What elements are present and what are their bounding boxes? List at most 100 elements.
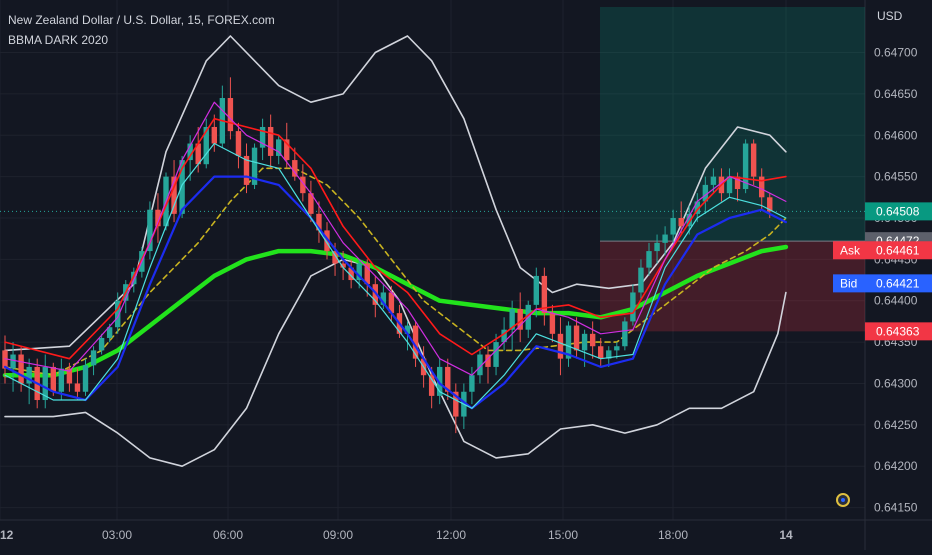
candle-body[interactable] xyxy=(662,234,668,243)
candle-body[interactable] xyxy=(58,368,65,392)
candle-body[interactable] xyxy=(147,209,153,252)
candle-body[interactable] xyxy=(364,263,370,285)
candle-body[interactable] xyxy=(106,327,113,338)
candle-body[interactable] xyxy=(509,309,515,330)
candle-body[interactable] xyxy=(493,342,499,367)
candle-body[interactable] xyxy=(759,176,765,198)
candle-body[interactable] xyxy=(726,176,733,194)
candle-body[interactable] xyxy=(332,251,338,264)
candle-body[interactable] xyxy=(710,176,717,185)
price-tag-ask[interactable]: Ask 0.64461 xyxy=(833,241,932,260)
candle-body[interactable] xyxy=(187,143,193,161)
indicator-name[interactable]: BBMA DARK 2020 xyxy=(8,33,109,47)
candle-body[interactable] xyxy=(235,131,242,156)
candle-body[interactable] xyxy=(50,366,56,392)
candle-body[interactable] xyxy=(501,329,507,343)
candle-body[interactable] xyxy=(131,271,137,285)
series-line-ma_yellow[interactable] xyxy=(4,167,787,376)
candle-body[interactable] xyxy=(276,139,282,156)
series-line-ma_blue[interactable] xyxy=(3,175,787,410)
candle-body[interactable] xyxy=(670,217,676,235)
price-tag-last[interactable]: 0.64508 xyxy=(865,202,932,221)
candle-body[interactable] xyxy=(284,139,290,161)
candle-body[interactable] xyxy=(428,375,435,396)
candle-body[interactable] xyxy=(66,368,73,384)
long-position-target-zone[interactable] xyxy=(600,7,865,242)
candle-body[interactable] xyxy=(292,160,298,177)
candle-body[interactable] xyxy=(2,350,8,369)
candle-body[interactable] xyxy=(267,126,274,156)
candle-body[interactable] xyxy=(82,365,89,392)
candle-body[interactable] xyxy=(42,366,48,401)
candle-body[interactable] xyxy=(589,333,596,347)
candle-body[interactable] xyxy=(630,292,636,322)
candle-body[interactable] xyxy=(372,284,378,305)
price-tag-bid[interactable]: Bid 0.64421 xyxy=(833,274,932,293)
candle-body[interactable] xyxy=(742,143,749,190)
candle-body[interactable] xyxy=(179,160,185,214)
candle-body[interactable] xyxy=(694,201,700,214)
candle-body[interactable] xyxy=(445,366,451,392)
candle-body[interactable] xyxy=(203,126,209,165)
candle-body[interactable] xyxy=(211,126,217,144)
candle-body[interactable] xyxy=(477,354,483,376)
candle-body[interactable] xyxy=(485,354,491,367)
candle-body[interactable] xyxy=(155,209,161,227)
series-line-ema_green[interactable] xyxy=(2,244,789,378)
candle-body[interactable] xyxy=(606,350,612,359)
candle-body[interactable] xyxy=(702,184,709,202)
candle-body[interactable] xyxy=(678,217,684,227)
candle-body[interactable] xyxy=(251,147,258,185)
candle-body[interactable] xyxy=(638,267,644,293)
candle-body[interactable] xyxy=(388,292,395,314)
candle-body[interactable] xyxy=(300,176,306,194)
candle-body[interactable] xyxy=(308,193,314,214)
candle-body[interactable] xyxy=(453,391,459,417)
candle-body[interactable] xyxy=(517,309,523,330)
candle-body[interactable] xyxy=(469,375,475,392)
candle-body[interactable] xyxy=(74,383,81,392)
currency-label[interactable]: USD xyxy=(877,9,903,23)
candle-body[interactable] xyxy=(557,333,564,359)
candle-body[interactable] xyxy=(10,354,16,369)
candle-body[interactable] xyxy=(734,176,741,190)
candle-body[interactable] xyxy=(686,213,692,227)
candle-body[interactable] xyxy=(767,197,773,212)
candle-body[interactable] xyxy=(259,126,266,148)
series-line-bb_upper[interactable] xyxy=(4,35,787,352)
candle-body[interactable] xyxy=(171,176,177,214)
chart-settings-icon[interactable] xyxy=(836,493,850,507)
candle-body[interactable] xyxy=(646,251,652,268)
candle-body[interactable] xyxy=(614,346,620,351)
candle-body[interactable] xyxy=(195,143,201,165)
symbol-title[interactable]: New Zealand Dollar / U.S. Dollar, 15, FO… xyxy=(8,13,275,27)
candle-body[interactable] xyxy=(18,354,24,384)
time-axis[interactable]: 12 03:00 06:00 09:00 12:00 15:00 18:00 14 xyxy=(0,528,793,542)
candle-body[interactable] xyxy=(243,155,250,185)
candle-body[interactable] xyxy=(380,292,387,305)
candle-body[interactable] xyxy=(404,325,411,334)
candle-body[interactable] xyxy=(26,366,32,384)
series-line-ma_red[interactable] xyxy=(4,117,787,360)
candle-body[interactable] xyxy=(598,346,604,359)
candle-body[interactable] xyxy=(340,263,346,268)
candle-body[interactable] xyxy=(565,325,572,359)
candle-body[interactable] xyxy=(437,366,443,396)
candle-body[interactable] xyxy=(90,350,97,366)
candle-body[interactable] xyxy=(356,263,362,281)
candle-body[interactable] xyxy=(324,230,330,252)
candle-body[interactable] xyxy=(581,333,588,351)
candle-body[interactable] xyxy=(533,275,539,305)
candle-body[interactable] xyxy=(348,267,354,281)
candle-body[interactable] xyxy=(549,313,556,334)
candle-body[interactable] xyxy=(654,242,660,252)
series-line-ma_cyan[interactable] xyxy=(4,142,787,409)
price-tag-stop[interactable]: 0.64363 xyxy=(865,322,932,341)
long-position-stop-zone[interactable] xyxy=(600,241,865,332)
series-line-ma_magenta[interactable] xyxy=(4,101,787,376)
candle-body[interactable] xyxy=(412,325,419,359)
candle-body[interactable] xyxy=(541,275,548,314)
candle-body[interactable] xyxy=(573,325,580,351)
candle-body[interactable] xyxy=(98,337,105,351)
